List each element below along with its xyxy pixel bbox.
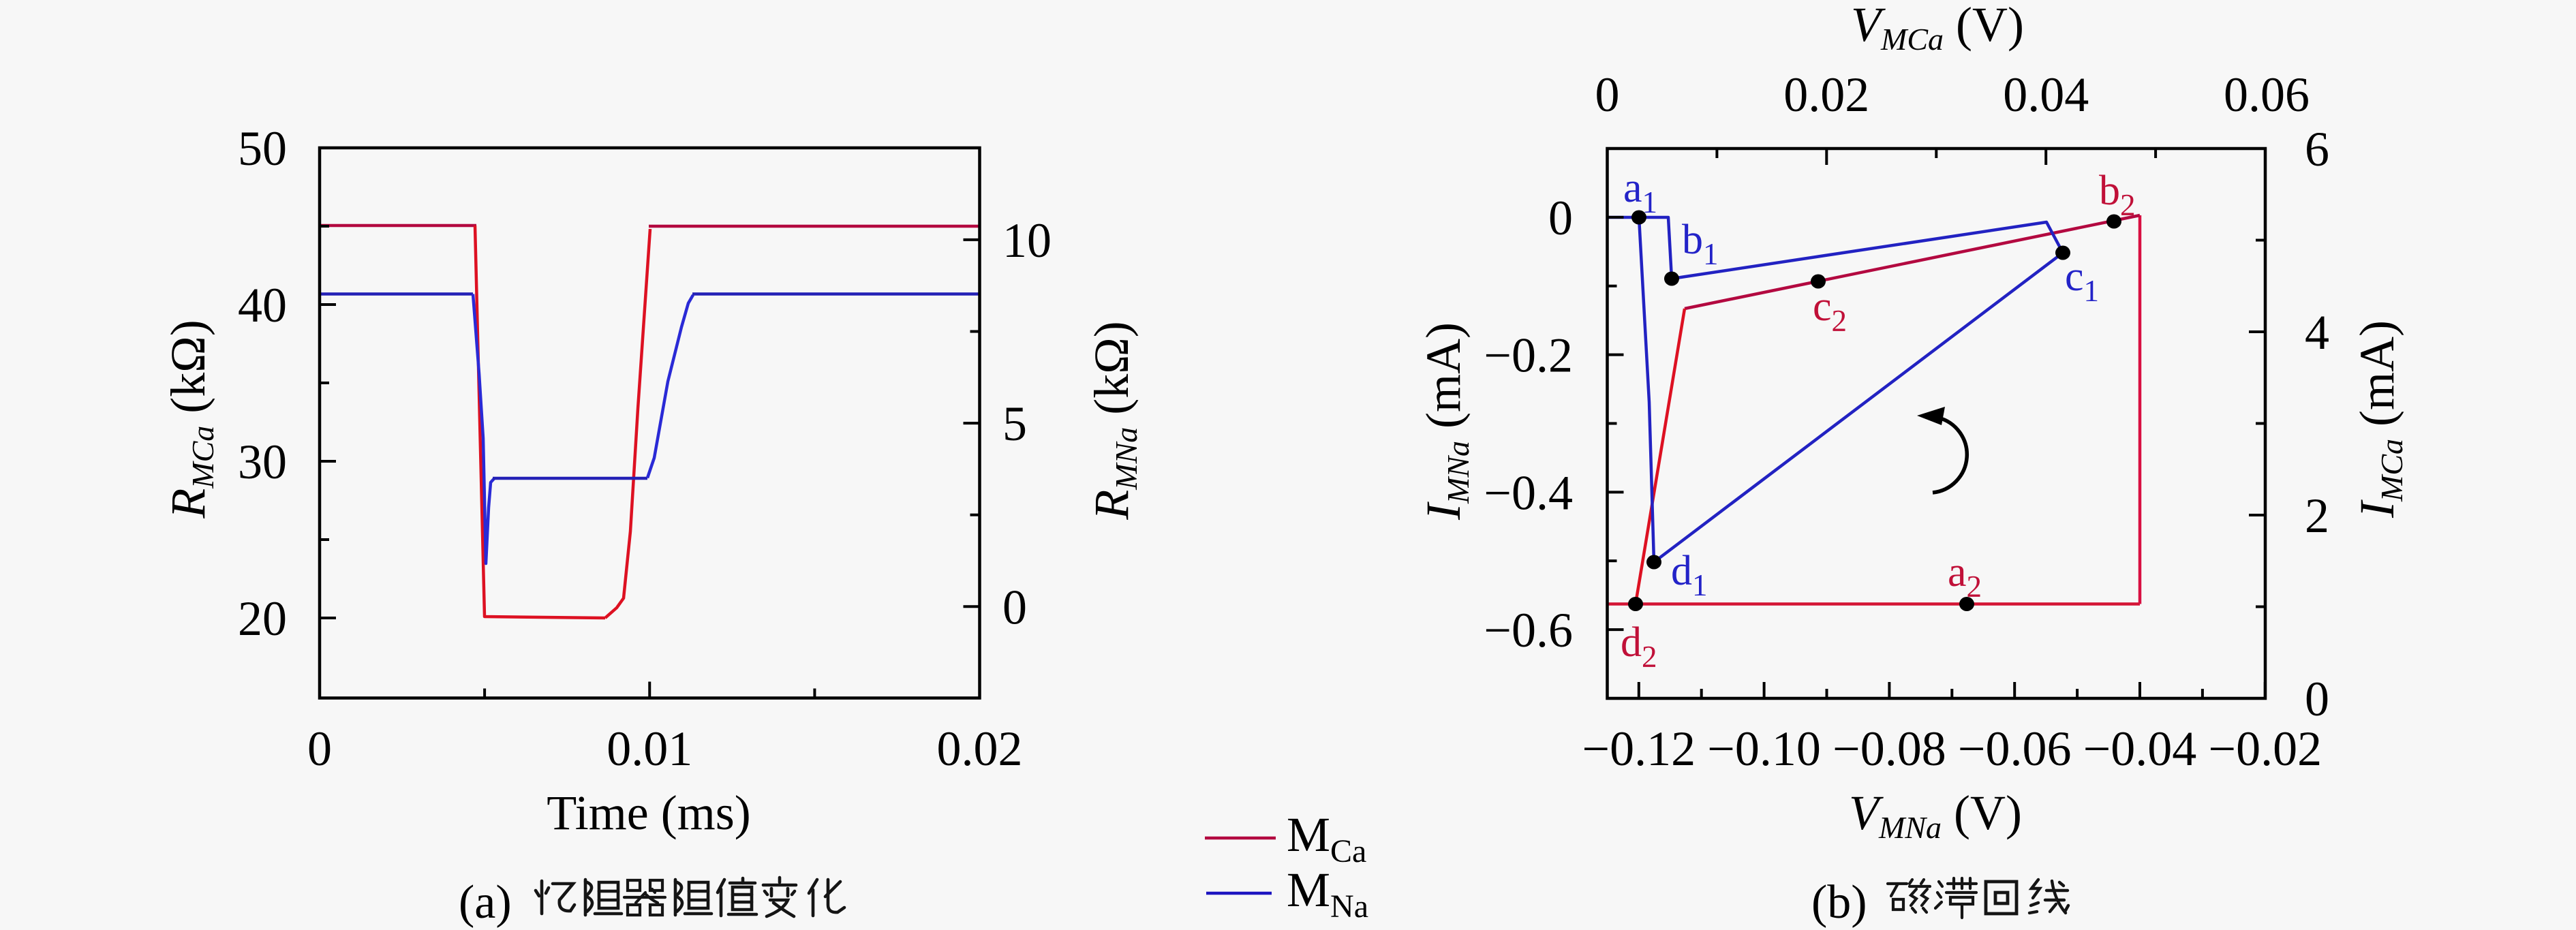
svg-text:2: 2 bbox=[2305, 489, 2329, 543]
svg-text:40: 40 bbox=[238, 278, 287, 332]
svg-text:−0.06: −0.06 bbox=[1958, 722, 2072, 776]
svg-text:IMNa (mA): IMNa (mA) bbox=[1416, 322, 1475, 521]
svg-text:IMCa (mA): IMCa (mA) bbox=[2350, 320, 2409, 518]
svg-text:−0.6: −0.6 bbox=[1484, 603, 1573, 657]
svg-text:RMNa (kΩ): RMNa (kΩ) bbox=[1084, 321, 1144, 520]
svg-text:a1: a1 bbox=[1623, 165, 1657, 219]
svg-text:20: 20 bbox=[238, 591, 287, 646]
svg-text:0: 0 bbox=[1548, 191, 1573, 245]
svg-text:−0.02: −0.02 bbox=[2208, 722, 2322, 776]
svg-text:−0.12: −0.12 bbox=[1582, 722, 1696, 776]
svg-text:0: 0 bbox=[2305, 672, 2329, 726]
svg-text:4: 4 bbox=[2305, 305, 2329, 360]
svg-text:0.06: 0.06 bbox=[2224, 67, 2310, 122]
svg-text:RMCa (kΩ): RMCa (kΩ) bbox=[161, 320, 220, 518]
svg-text:−0.08: −0.08 bbox=[1833, 722, 1946, 776]
svg-text:(b): (b) bbox=[1811, 876, 1867, 929]
svg-text:d2: d2 bbox=[1621, 619, 1657, 674]
svg-text:6: 6 bbox=[2305, 122, 2329, 176]
svg-text:b1: b1 bbox=[1682, 217, 1719, 271]
svg-text:(a): (a) bbox=[459, 876, 512, 929]
svg-text:−0.04: −0.04 bbox=[2083, 722, 2197, 776]
svg-text:0: 0 bbox=[307, 722, 332, 776]
svg-text:30: 30 bbox=[238, 435, 287, 489]
svg-text:c2: c2 bbox=[1813, 283, 1847, 338]
svg-text:−0.2: −0.2 bbox=[1484, 328, 1573, 383]
svg-text:0.01: 0.01 bbox=[607, 722, 692, 776]
svg-text:50: 50 bbox=[238, 121, 287, 176]
svg-text:0: 0 bbox=[1002, 580, 1027, 634]
svg-text:−0.4: −0.4 bbox=[1484, 465, 1573, 520]
svg-text:0.02: 0.02 bbox=[937, 722, 1023, 776]
svg-text:−0.10: −0.10 bbox=[1707, 722, 1821, 776]
svg-text:a2: a2 bbox=[1948, 549, 1982, 604]
svg-text:Time (ms): Time (ms) bbox=[547, 786, 750, 840]
svg-text:0.02: 0.02 bbox=[1783, 67, 1869, 122]
svg-text:VMCa (V): VMCa (V) bbox=[1851, 0, 2024, 57]
svg-text:d1: d1 bbox=[1671, 548, 1708, 602]
svg-text:0.04: 0.04 bbox=[2003, 67, 2089, 122]
svg-text:c1: c1 bbox=[2065, 253, 2099, 308]
svg-text:5: 5 bbox=[1002, 397, 1027, 451]
svg-text:b2: b2 bbox=[2099, 168, 2136, 222]
svg-text:VMNa (V): VMNa (V) bbox=[1849, 786, 2022, 845]
svg-text:0: 0 bbox=[1595, 67, 1620, 122]
svg-text:10: 10 bbox=[1002, 213, 1052, 268]
